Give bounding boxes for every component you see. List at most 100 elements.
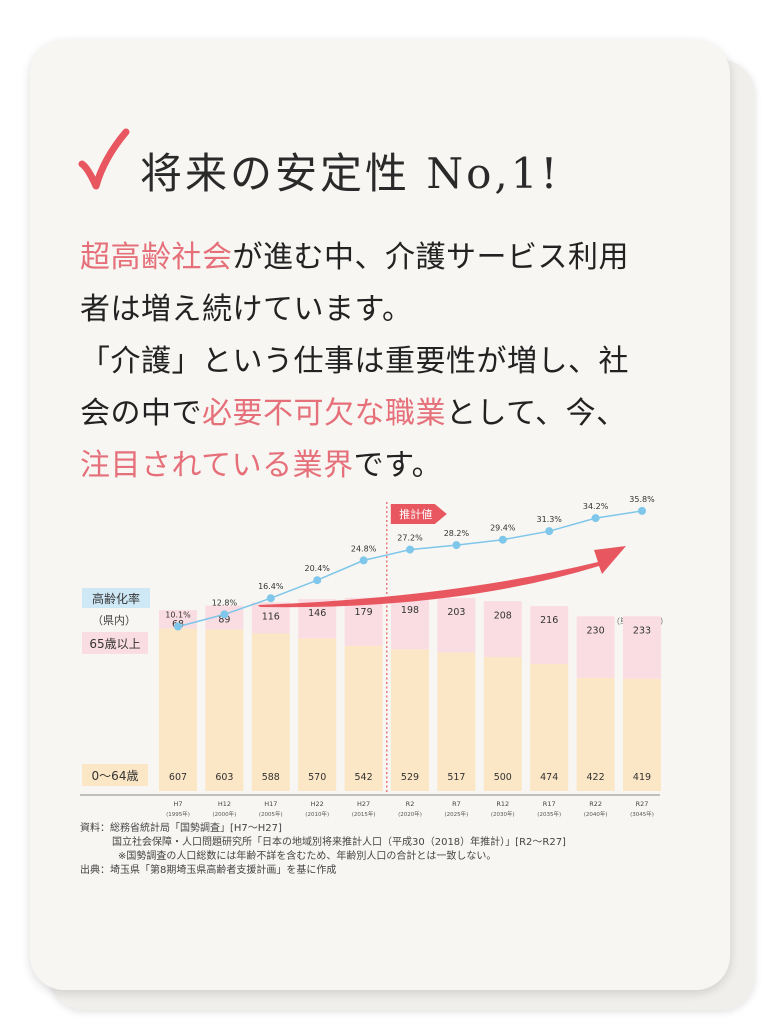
bar-label-0-64: 607 xyxy=(169,772,187,783)
bar-label-65-plus: 198 xyxy=(401,605,419,616)
bar-label-0-64: 529 xyxy=(401,772,419,783)
legend-0-64: 0〜64歳 xyxy=(92,769,139,783)
tick-label: H7 xyxy=(173,800,182,808)
bar-label-0-64: 603 xyxy=(215,772,233,783)
bar-0-64 xyxy=(298,638,337,791)
bar-label-65-plus: 116 xyxy=(262,611,280,622)
aging-rate-point xyxy=(591,514,600,523)
page-title: 将来の安定性 No,1! xyxy=(140,149,561,198)
intro-line: 注目されている業界です。 xyxy=(80,440,720,492)
bar-label-65-plus: 230 xyxy=(587,625,605,636)
legend-aging-rate-sub: （県内） xyxy=(92,613,136,627)
bar-label-0-64: 588 xyxy=(262,772,280,783)
bar-0-64 xyxy=(251,633,290,791)
aging-rate-label: 10.1% xyxy=(165,611,191,620)
aging-rate-point xyxy=(545,527,554,536)
intro-text: 超高齢社会が進む中、介護サービス利用者は増え続けています。「介護」という仕事は重… xyxy=(80,232,720,492)
aging-rate-label: 31.3% xyxy=(536,515,562,524)
intro-line: 超高齢社会が進む中、介護サービス利用 xyxy=(80,232,720,284)
legend-0-64-badge xyxy=(82,764,148,786)
aging-rate-point xyxy=(498,535,507,544)
bar-0-64 xyxy=(205,629,244,791)
aging-rate-point xyxy=(313,576,322,585)
source-notes: 資料：総務省統計局「国勢調査」[H7〜H27] 国立社会保障・人口問題研究所「日本… xyxy=(80,822,720,878)
aging-rate-point xyxy=(266,594,275,603)
legend-65-plus-badge xyxy=(82,632,148,654)
bar-label-0-64: 570 xyxy=(308,772,326,783)
bar-0-64 xyxy=(159,628,197,791)
intro-line: 「介護」という仕事は重要性が増し、社 xyxy=(80,336,720,388)
bar-label-0-64: 542 xyxy=(355,772,373,783)
legend-aging-rate-badge xyxy=(82,588,150,608)
tick-label: H17 xyxy=(264,800,277,808)
intro-highlight: 必要不可欠な職業 xyxy=(202,396,446,431)
bar-label-0-64: 500 xyxy=(494,772,512,783)
tick-year: (2030年) xyxy=(491,810,515,818)
bar-label-0-64: 422 xyxy=(587,772,605,783)
aging-rate-label: 20.4% xyxy=(304,564,330,573)
bar-0-64 xyxy=(483,657,522,791)
intro-segment: 「介護」という仕事は重要性が増し、社 xyxy=(80,344,629,379)
intro-line: 会の中で必要不可欠な職業として、今、 xyxy=(80,388,720,440)
bar-label-65-plus: 233 xyxy=(633,625,651,636)
tick-label: R27 xyxy=(636,800,649,808)
intro-highlight: 注目されている業界 xyxy=(80,448,354,483)
bar-65-plus xyxy=(437,598,476,653)
intro-line: 者は増え続けています。 xyxy=(80,284,720,336)
bar-0-64 xyxy=(344,645,383,791)
bar-label-65-plus: 89 xyxy=(218,615,230,626)
bar-label-0-64: 474 xyxy=(540,772,558,783)
aging-rate-point xyxy=(359,556,368,565)
tick-label: R2 xyxy=(406,800,415,808)
bar-0-64 xyxy=(576,677,615,791)
intro-highlight: 超高齢社会 xyxy=(80,240,233,275)
bar-65-plus xyxy=(576,616,615,678)
aging-rate-label: 24.8% xyxy=(351,544,377,553)
legend-65-plus: 65歳以上 xyxy=(89,637,140,651)
tick-year: (2035年) xyxy=(537,810,561,818)
bar-65-plus xyxy=(251,602,290,634)
tick-year: (2020年) xyxy=(398,810,422,818)
aging-rate-point xyxy=(452,541,461,550)
aging-rate-label: 35.8% xyxy=(629,495,655,504)
tick-year: (2025年) xyxy=(445,810,469,818)
bar-label-0-64: 419 xyxy=(633,772,651,783)
projection-label: 推計値 xyxy=(399,507,432,521)
population-chart: （単位：万人）686078960311658814657017954219852… xyxy=(80,495,668,818)
legend-aging-rate: 高齢化率 xyxy=(92,591,140,606)
intro-segment: 者は増え続けています。 xyxy=(80,292,413,327)
source-note: 資料：総務省統計局「国勢調査」[H7〜H27] xyxy=(80,823,282,834)
tick-label: H22 xyxy=(311,800,324,808)
tick-year: (2010年) xyxy=(305,810,329,818)
trend-arrow-icon xyxy=(258,546,626,608)
check-mark-icon xyxy=(78,128,130,190)
tick-label: H27 xyxy=(357,800,370,808)
bar-65-plus xyxy=(483,601,522,657)
projection-arrow-icon xyxy=(390,504,447,524)
tick-year: (3045年) xyxy=(630,810,654,818)
aging-rate-label: 27.2% xyxy=(397,534,423,543)
bar-label-65-plus: 216 xyxy=(540,615,558,626)
aging-rate-point xyxy=(406,545,414,554)
tick-label: R12 xyxy=(496,800,509,808)
tick-label: R22 xyxy=(589,800,602,808)
tick-year: (2000年) xyxy=(213,810,237,818)
aging-rate-point xyxy=(220,610,229,619)
tick-year: (2005年) xyxy=(259,810,283,818)
aging-rate-label: 12.8% xyxy=(212,598,238,607)
bar-65-plus xyxy=(623,616,661,679)
tick-year: (2040年) xyxy=(584,810,608,818)
bar-label-65-plus: 208 xyxy=(494,610,512,621)
tick-label: R17 xyxy=(543,800,556,808)
aging-rate-label: 16.4% xyxy=(258,582,284,591)
bar-65-plus xyxy=(344,597,383,646)
tick-year: (1995年) xyxy=(166,810,190,818)
bar-label-65-plus: 179 xyxy=(355,607,373,618)
bar-label-65-plus: 146 xyxy=(308,608,326,619)
source-note: 出典：埼玉県「第8期埼玉県高齢者支援計画」を基に作成 xyxy=(80,865,337,876)
bar-0-64 xyxy=(391,649,429,791)
aging-rate-label: 28.2% xyxy=(444,529,470,538)
bar-label-65-plus: 203 xyxy=(447,607,465,618)
aging-rate-point xyxy=(638,506,646,515)
bar-0-64 xyxy=(530,663,569,791)
